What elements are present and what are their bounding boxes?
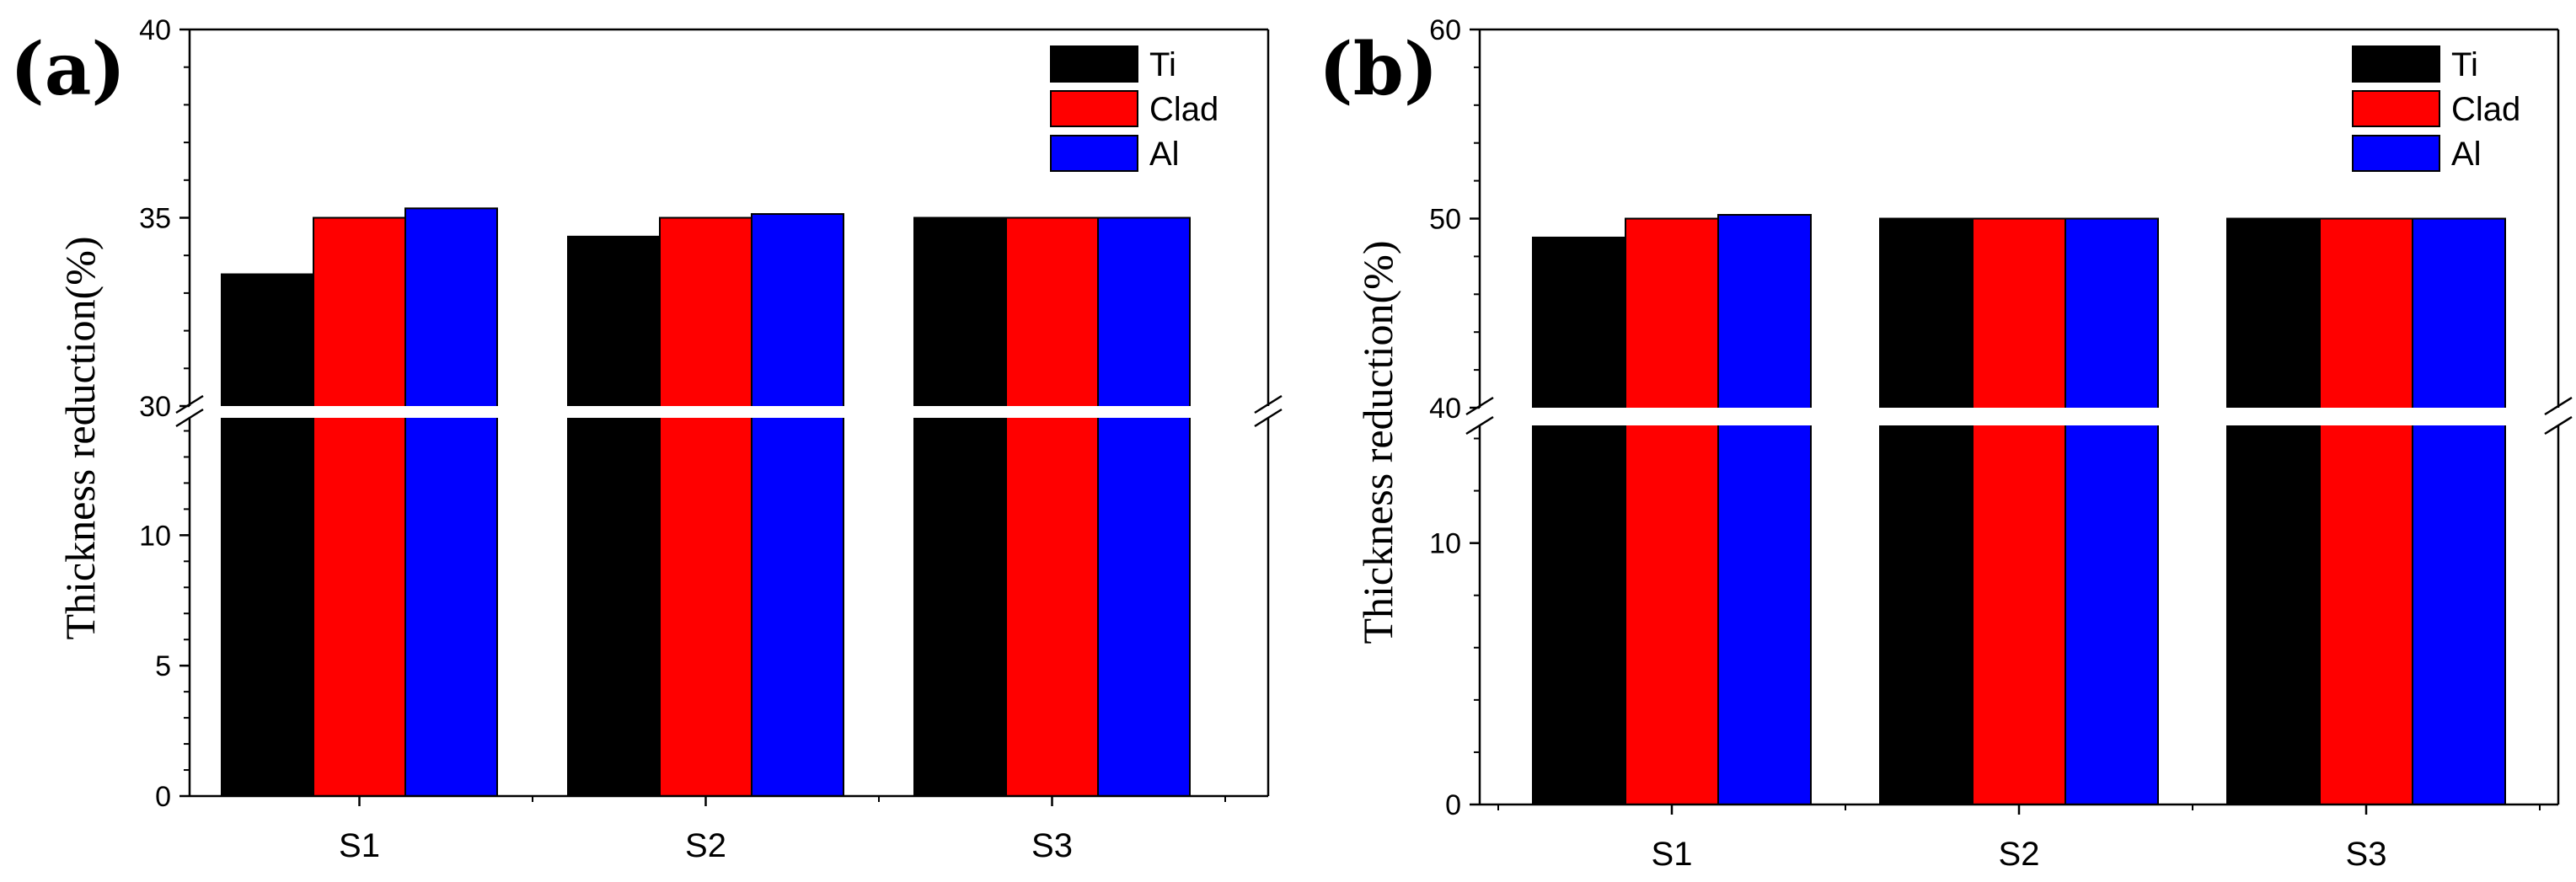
break-mark-right-top (1254, 394, 1283, 414)
y-axis-title: Thickness reduction(%) (56, 236, 104, 639)
bar-clad-s3 (1005, 216, 1099, 797)
panel-label: (b) (1319, 27, 1438, 112)
y-tick-label: 40 (139, 14, 171, 46)
y-tick-label: 0 (155, 781, 171, 813)
y-tick-label: 5 (155, 650, 171, 682)
break-mark-left-top (1465, 396, 1494, 416)
legend-label-clad: Clad (2451, 91, 2520, 128)
bar-al-s1 (404, 207, 498, 797)
x-tick-label: S1 (1652, 836, 1693, 873)
y-tick-label: 10 (1429, 528, 1461, 560)
panel-label: (a) (10, 27, 126, 112)
legend-swatch-ti (1050, 45, 1138, 83)
legend-swatch-al (2352, 135, 2440, 172)
bar-ti-s1 (1532, 236, 1626, 805)
bar-al-s2 (2065, 217, 2159, 805)
chart-panel-b: (b) 0 10 40 50 60 S1 S2 S3 Thickness reduction(%)… (1319, 14, 2576, 873)
bar-ti-s1 (221, 273, 314, 797)
bar-ti-s3 (2226, 217, 2321, 805)
y-tick-label: 60 (1429, 14, 1461, 46)
bar-clad-s3 (2319, 217, 2413, 805)
legend-swatch-clad (2352, 90, 2440, 127)
legend-label-ti: Ti (1149, 46, 1176, 83)
legend-swatch-clad (1050, 90, 1138, 127)
axis-break-band (1454, 408, 2576, 425)
axis-break-band (164, 406, 1293, 418)
bar-al-s1 (1717, 214, 1812, 805)
x-tick-label: S3 (2346, 836, 2387, 873)
break-mark-right-bottom (1254, 408, 1283, 428)
bar-ti-s3 (913, 216, 1007, 797)
bar-ti-s2 (567, 235, 661, 798)
break-mark-right-top (2544, 396, 2573, 416)
bar-clad-s1 (1625, 217, 1719, 805)
break-mark-left-top (175, 394, 204, 414)
y-tick-label: 50 (1429, 204, 1461, 236)
x-tick-label: S3 (1031, 827, 1073, 864)
bar-clad-s2 (659, 216, 752, 797)
break-mark-left-bottom (175, 408, 204, 428)
legend-label-al: Al (1149, 136, 1180, 173)
y-tick-label: 30 (139, 391, 171, 423)
y-tick-label: 35 (139, 203, 171, 235)
y-axis-title: Thickness reduction(%) (1354, 240, 1401, 644)
bar-clad-s1 (313, 216, 406, 797)
y-tick-label: 0 (1445, 789, 1461, 821)
bar-al-s3 (1097, 216, 1191, 797)
legend-label-ti: Ti (2451, 46, 2478, 83)
legend-swatch-al (1050, 135, 1138, 172)
break-mark-right-bottom (2544, 415, 2573, 436)
legend-swatch-ti (2352, 45, 2440, 83)
chart-panel-a: (a) 0 5 10 30 35 40 S1 S2 S3 Thickness reduction(%… (10, 14, 1293, 864)
bar-al-s2 (751, 213, 844, 797)
legend-label-al: Al (2451, 136, 2482, 173)
bar-al-s3 (2412, 217, 2506, 805)
legend-label-clad: Clad (1149, 91, 1218, 128)
bar-clad-s2 (1972, 217, 2066, 805)
y-tick-label: 10 (139, 520, 171, 552)
bar-ti-s2 (1879, 217, 1974, 805)
x-tick-label: S1 (339, 827, 380, 864)
break-mark-left-bottom (1465, 415, 1494, 436)
x-tick-label: S2 (1999, 836, 2040, 873)
y-tick-label: 40 (1429, 393, 1461, 425)
x-tick-label: S2 (685, 827, 726, 864)
